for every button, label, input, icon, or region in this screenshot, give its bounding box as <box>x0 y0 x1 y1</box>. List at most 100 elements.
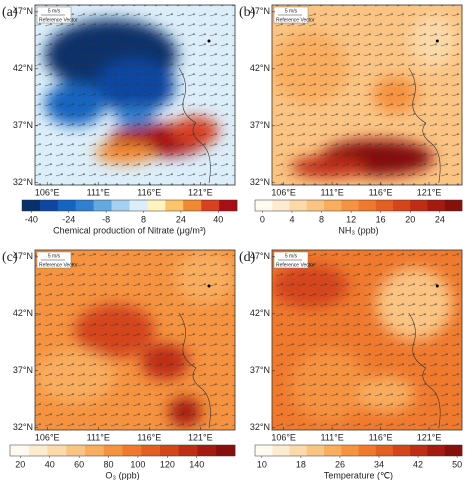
map-frame <box>34 4 236 186</box>
colorbar-block <box>47 445 67 456</box>
colorbar-block <box>255 445 273 456</box>
colorbar-block <box>427 200 446 211</box>
colorbar-tick-label: -40 <box>25 214 38 224</box>
colorbar-block <box>375 200 394 211</box>
colorbar-block <box>272 445 290 456</box>
map-field <box>35 250 235 430</box>
map-frame <box>271 4 463 186</box>
reference-speed: 5 m/s <box>48 8 61 14</box>
colorbar-block <box>341 200 359 211</box>
map-frame <box>271 249 463 431</box>
panel-label: (a) <box>2 5 18 20</box>
colorbar-block <box>255 200 273 211</box>
reference-label: Reference Vector <box>276 17 315 23</box>
reference-speed: 5 m/s <box>48 253 61 259</box>
wind-vectors <box>35 250 235 430</box>
colorbar-tick-label: -24 <box>62 214 75 224</box>
colorbar-block <box>272 200 290 211</box>
colorbar-block <box>147 200 166 211</box>
colorbar-block <box>165 200 184 211</box>
colorbar-tick-label: 20 <box>15 459 25 469</box>
reference-speed: 5 m/s <box>285 8 298 14</box>
colorbar-block <box>141 445 161 456</box>
colorbar-block <box>444 200 463 211</box>
colorbar-block <box>358 445 377 456</box>
y-tick-label: 37°N <box>13 365 33 375</box>
colorbar-tick-label: 26 <box>335 459 345 469</box>
colorbar-tick-label: 24 <box>435 214 445 224</box>
colorbar-block <box>358 200 377 211</box>
city-marker <box>207 284 211 288</box>
y-tick-label: 42°N <box>13 63 33 73</box>
city-marker <box>435 39 439 43</box>
colorbar-block <box>75 200 94 211</box>
x-tick-label: 111°E <box>320 187 343 197</box>
map-panel: (a) 5 m/s Reference Vector 106°E 111°E 116°E 1… <box>2 4 238 235</box>
colorbar-tick-label: 18 <box>296 459 306 469</box>
colorbar-block <box>129 200 148 211</box>
y-tick-label: 37°N <box>13 120 33 130</box>
x-tick-label: 111°E <box>320 432 343 442</box>
y-tick-label: 42°N <box>13 308 33 318</box>
colorbar-block <box>375 445 394 456</box>
colorbar-block <box>160 445 180 456</box>
y-tick-label: 47°N <box>13 6 33 16</box>
x-tick-label: 121°E <box>188 187 213 197</box>
colorbar-tick-label: 80 <box>104 459 114 469</box>
colorbar-block <box>289 445 308 456</box>
colorbar-tick-label: 34 <box>374 459 384 469</box>
y-tick-label: 47°N <box>250 251 270 261</box>
x-tick-label: 111°E <box>87 432 110 442</box>
map-panel: (b) 5 m/s Reference Vector 106°E 111°E 116°E 1… <box>239 4 463 235</box>
y-tick-label: 42°N <box>250 308 270 318</box>
colorbar-tick-label: 40 <box>213 214 223 224</box>
colorbar-tick-label: 42 <box>413 459 423 469</box>
colorbar-block <box>444 445 463 456</box>
panel-label: (b) <box>239 5 256 20</box>
colorbar-tick-label: 16 <box>376 214 386 224</box>
colorbar-tick-label: 50 <box>452 459 462 469</box>
colorbar-block <box>306 445 325 456</box>
x-tick-label: 121°E <box>417 432 442 442</box>
x-tick-label: 111°E <box>87 187 110 197</box>
panel-label: (c) <box>2 250 18 265</box>
reference-speed: 5 m/s <box>285 253 298 259</box>
x-tick-label: 106°E <box>271 187 296 197</box>
x-tick-label: 116°E <box>369 187 393 197</box>
colorbar-block <box>216 445 236 456</box>
colorbar-block <box>183 200 202 211</box>
x-tick-label: 106°E <box>35 432 60 442</box>
colorbar-frame <box>254 444 463 457</box>
colorbar-block <box>178 445 198 456</box>
colorbar-block <box>28 445 48 456</box>
y-tick-label: 42°N <box>250 63 270 73</box>
colorbar-title: Temperature (℃) <box>324 470 393 480</box>
y-tick-label: 37°N <box>250 365 270 375</box>
map-field <box>272 5 462 185</box>
y-tick-label: 47°N <box>13 251 33 261</box>
y-tick-label: 32°N <box>13 177 33 187</box>
colorbar-block <box>201 200 220 211</box>
colorbar-block <box>197 445 217 456</box>
colorbar-tick-label: 140 <box>189 459 204 469</box>
map-field <box>35 5 235 185</box>
colorbar-block <box>22 200 41 211</box>
x-tick-label: 116°E <box>137 187 161 197</box>
colorbar-block <box>393 445 411 456</box>
map-panel: (d) 5 m/s Reference Vector 106°E 111°E 116°E 1… <box>239 249 463 480</box>
colorbar-tick-label: 20 <box>405 214 415 224</box>
colorbar-block <box>10 445 30 456</box>
colorbar-block <box>324 200 342 211</box>
reference-label: Reference Vector <box>39 262 78 268</box>
y-tick-label: 32°N <box>250 177 270 187</box>
colorbar-tick-label: 100 <box>130 459 145 469</box>
colorbar-tick-label: 0 <box>260 214 265 224</box>
colorbar-tick-label: 40 <box>45 459 55 469</box>
colorbar-tick-label: 24 <box>176 214 186 224</box>
colorbar-block <box>85 445 105 456</box>
reference-label: Reference Vector <box>276 262 315 268</box>
x-tick-label: 121°E <box>417 187 442 197</box>
reference-label: Reference Vector <box>39 17 78 23</box>
wind-vectors <box>272 5 462 185</box>
